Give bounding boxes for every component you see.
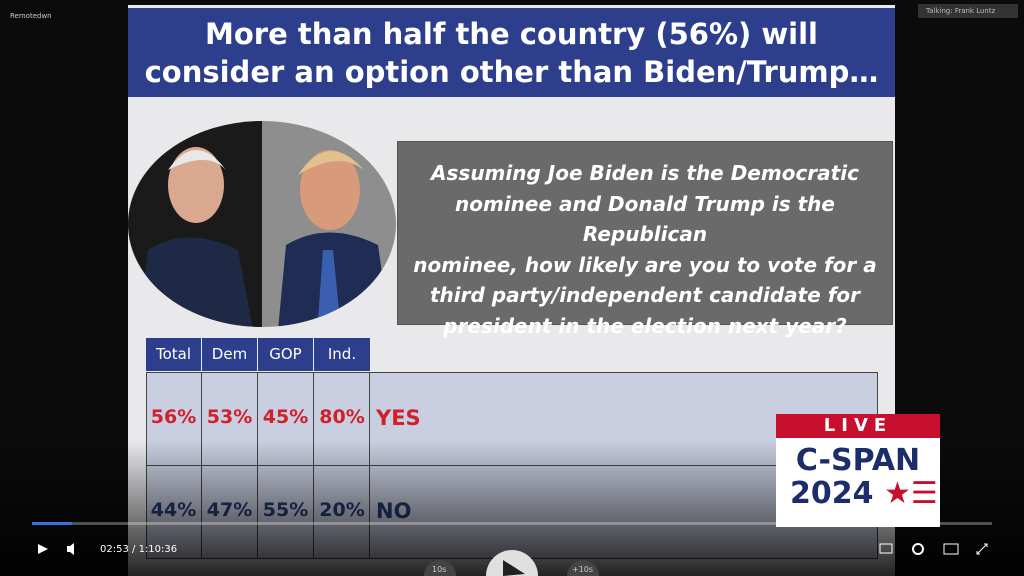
source-label: Remotedwn xyxy=(10,12,52,20)
fullscreen-button[interactable] xyxy=(976,543,988,555)
table-cell: 80% xyxy=(319,406,365,428)
year-text: 2024 xyxy=(790,476,874,511)
slide-title: More than half the country (56%) will co… xyxy=(128,8,895,97)
pip-button[interactable] xyxy=(943,543,959,555)
time-separator: / xyxy=(132,544,136,555)
title-line: More than half the country (56%) will xyxy=(204,17,818,51)
header-cell: Ind. xyxy=(314,338,370,371)
table-cell: YES xyxy=(376,406,421,430)
skip-forward-button[interactable] xyxy=(567,560,599,576)
current-time: 02:53 xyxy=(100,544,129,555)
candidate-photos xyxy=(128,121,396,327)
question-line: Assuming Joe Biden is the Democratic xyxy=(431,161,859,185)
table-cell: 45% xyxy=(262,406,309,428)
year: 2024 ★☰ xyxy=(790,476,938,511)
table-cell: 56% xyxy=(150,406,197,428)
big-play-icon xyxy=(503,560,525,576)
speaker-label: Talking: Frank Luntz xyxy=(918,4,1018,18)
skip-forward-label: +10s xyxy=(572,565,594,574)
duration: 1:10:36 xyxy=(138,544,178,555)
title-line: consider an option other than Biden/Trum… xyxy=(144,55,879,89)
volume-button[interactable] xyxy=(67,543,74,555)
question-box: Assuming Joe Biden is the Democratic nom… xyxy=(397,141,893,338)
big-play-button[interactable] xyxy=(486,550,538,576)
skip-back-label: 10s xyxy=(432,565,447,574)
time-display: 02:53 / 1:10:36 xyxy=(100,544,177,555)
skip-back-button[interactable] xyxy=(424,560,456,576)
question-line: nominee, how likely are you to vote for … xyxy=(413,252,877,277)
progress-played xyxy=(32,522,72,525)
header-cell: Total xyxy=(146,338,201,371)
brand: C-SPAN xyxy=(795,443,921,478)
question-line: president in the election next year? xyxy=(443,313,847,338)
progress-track[interactable] xyxy=(32,522,992,525)
table-cell: 53% xyxy=(206,406,253,428)
live-badge: LIVE xyxy=(776,414,940,438)
question-line: third party/independent candidate for xyxy=(429,283,861,307)
header-cell: Dem xyxy=(202,338,257,371)
captions-button[interactable] xyxy=(879,543,893,554)
header-cell: GOP xyxy=(258,338,313,371)
control-icons xyxy=(38,543,988,576)
play-button[interactable] xyxy=(38,544,48,554)
question-line: nominee and Donald Trump is the Republic… xyxy=(455,191,835,247)
settings-button[interactable] xyxy=(912,543,924,555)
cspan-logo: LIVE C-SPAN 2024 ★☰ xyxy=(776,414,940,527)
